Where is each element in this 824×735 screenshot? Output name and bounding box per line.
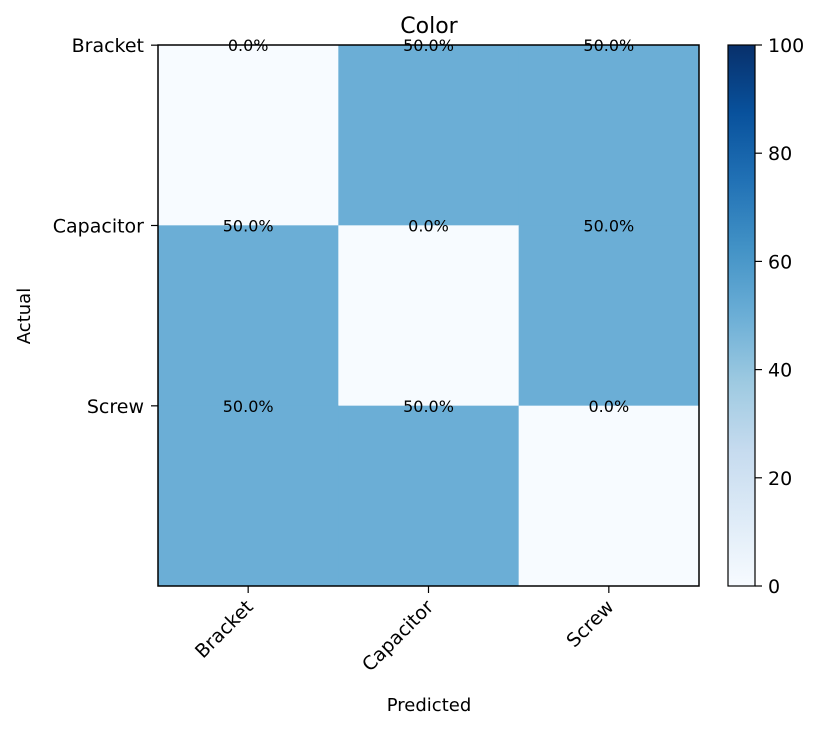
colorbar-tick-label: 60 [768, 251, 792, 273]
x-axis-label: Predicted [387, 695, 472, 716]
y-tick-label: Screw [87, 396, 144, 418]
heatmap-cell [338, 45, 520, 226]
heatmap-cell [158, 225, 339, 407]
heatmap-cell [338, 405, 520, 587]
cell-value-label: 50.0% [403, 397, 454, 416]
y-tick-label: Bracket [72, 35, 144, 57]
heatmap-cell [158, 45, 339, 226]
cell-value-label: 0.0% [408, 217, 449, 236]
y-axis-label: Actual [14, 288, 35, 344]
heatmap-cell [518, 45, 700, 226]
x-tick-label: Capacitor [358, 596, 438, 676]
chart-title: Color [400, 14, 458, 39]
heatmap-cell [338, 225, 520, 407]
colorbar-ticks: 0 20 40 60 80 100 [755, 35, 804, 598]
x-tick-label: Bracket [191, 596, 258, 663]
colorbar-tick-label: 0 [768, 576, 780, 598]
cell-value-label: 50.0% [583, 217, 634, 236]
heatmap-cell [518, 405, 700, 587]
colorbar-tick-label: 80 [768, 143, 792, 165]
cell-value-label: 50.0% [223, 397, 274, 416]
y-tick-label: Capacitor [53, 216, 144, 238]
cell-value-label: 0.0% [589, 397, 630, 416]
colorbar-tick-label: 100 [768, 35, 804, 57]
colorbar-tick-label: 20 [768, 468, 792, 490]
colorbar-frame [727, 44, 756, 587]
heatmap-cell-labels: 0.0% 50.0% 50.0%50.0% 0.0% 50.0%50.0% 50.0% 0.… [223, 36, 634, 416]
cell-value-label: 50.0% [223, 217, 274, 236]
heatmap-cell [518, 225, 700, 407]
heatmap-cell [158, 405, 339, 587]
x-tick-label: Screw [562, 596, 618, 652]
colorbar: 0 20 40 60 80 100 [727, 35, 804, 598]
x-axis-ticks: Bracket Capacitor Screw [191, 586, 618, 676]
colorbar-gradient [728, 45, 755, 586]
y-axis-ticks: Bracket Capacitor Screw [53, 35, 158, 418]
colorbar-tick-label: 40 [768, 360, 792, 382]
heatmap-cells [158, 45, 700, 587]
